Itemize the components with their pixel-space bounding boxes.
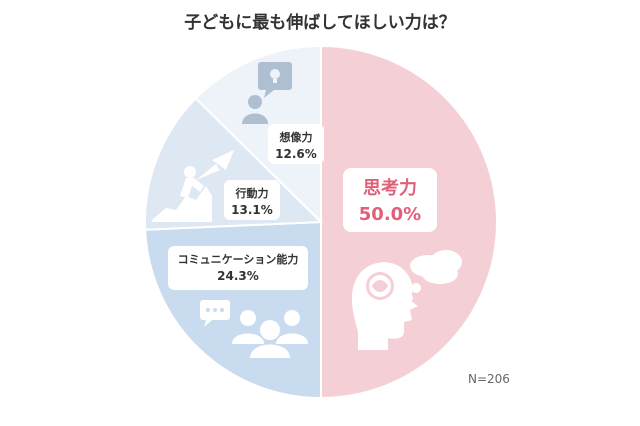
slice-label-name: 想像力 bbox=[279, 130, 313, 144]
pie-slice-3 bbox=[194, 44, 322, 225]
people-chat-icon bbox=[200, 300, 308, 358]
slice-label-box bbox=[268, 124, 324, 164]
slice-label-value: 50.0% bbox=[359, 204, 421, 225]
slice-label-box bbox=[224, 180, 280, 220]
slice-label-box bbox=[343, 168, 437, 232]
slice-label-name: コミュニケーション能力 bbox=[178, 252, 299, 266]
slice-label-name: 行動力 bbox=[235, 186, 269, 200]
sample-size-note: N=206 bbox=[468, 372, 510, 386]
slice-label-name: 思考力 bbox=[363, 177, 417, 199]
brain-thinking-icon bbox=[351, 250, 462, 350]
slice-label-value: 13.1% bbox=[231, 203, 273, 217]
slice-label-0: 思考力 50.0% bbox=[343, 168, 437, 232]
slice-label-value: 24.3% bbox=[217, 269, 259, 283]
climbing-person-icon bbox=[152, 150, 234, 222]
slice-label-box bbox=[168, 246, 308, 290]
person-idea-icon bbox=[242, 62, 292, 124]
slice-label-value: 12.6% bbox=[275, 147, 317, 161]
chart-title: 子どもに最も伸ばしてほしい力は？ bbox=[184, 13, 456, 33]
slice-label-3: 想像力 12.6% bbox=[268, 124, 324, 164]
slice-label-1: コミュニケーション能力 24.3% bbox=[168, 246, 308, 290]
slice-label-2: 行動力 13.1% bbox=[224, 180, 280, 220]
